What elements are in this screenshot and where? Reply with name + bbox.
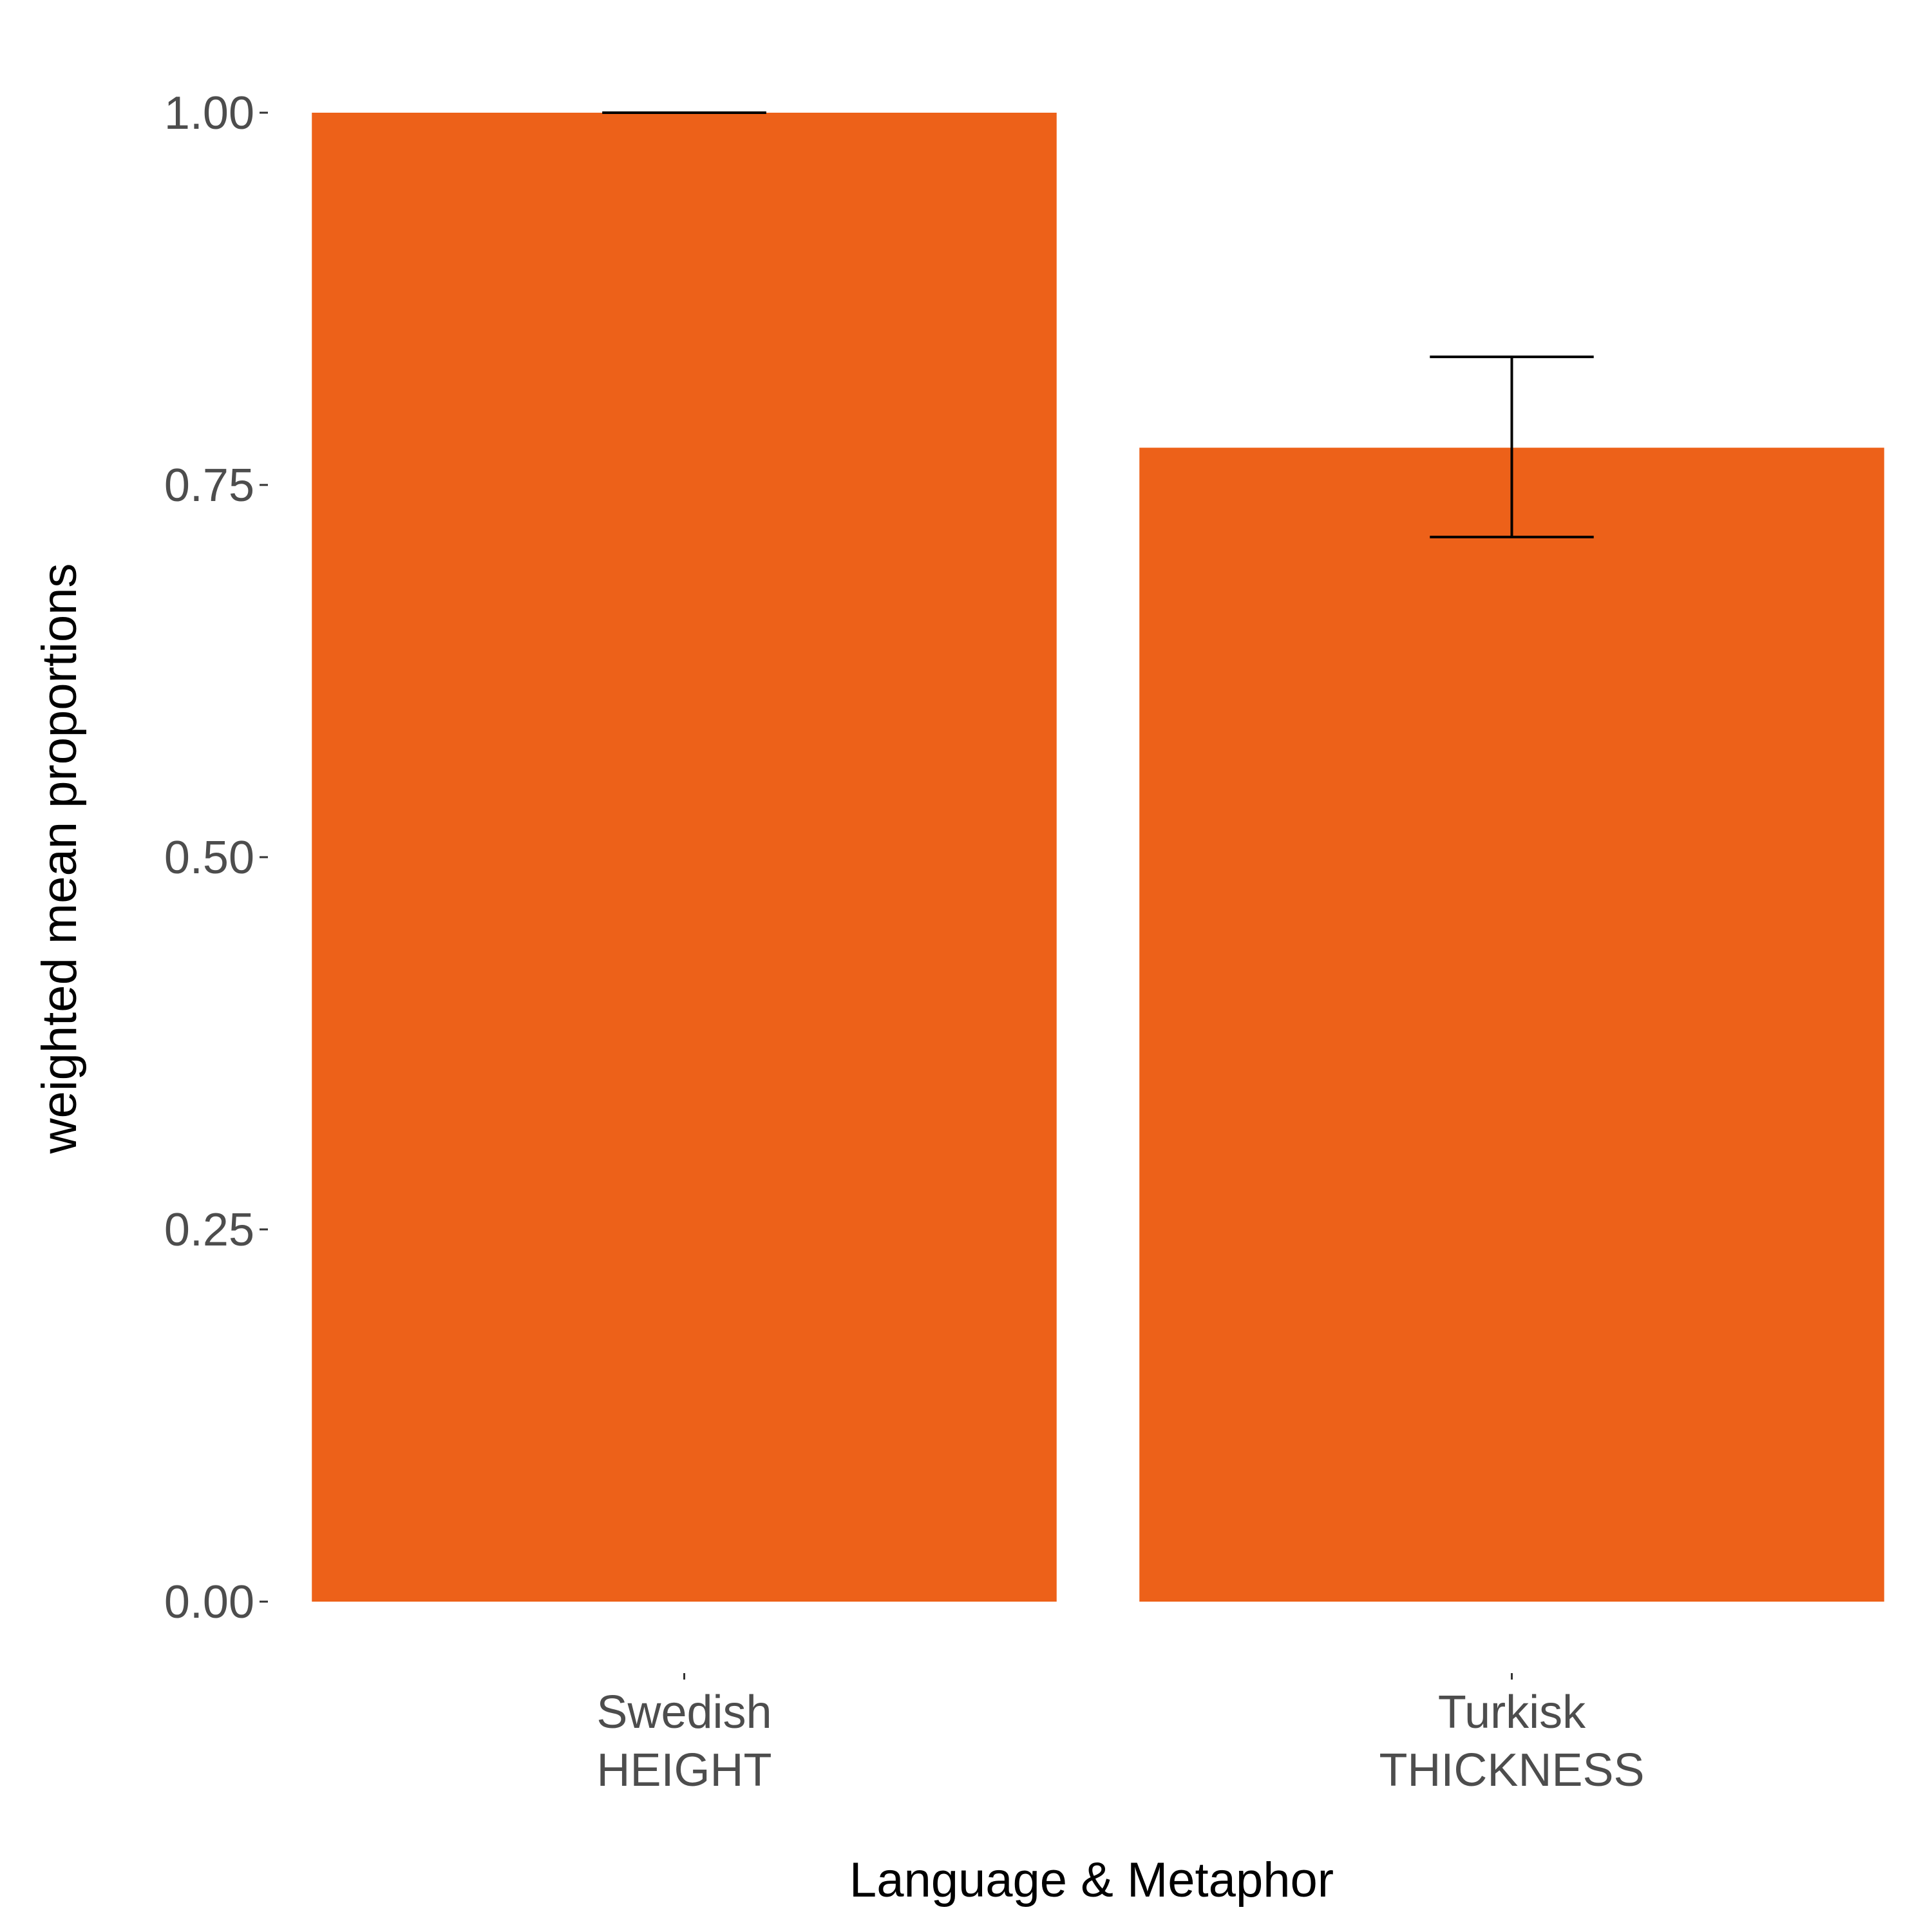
x-axis: Swedish HEIGHT Turkisk THICKNESS	[596, 1673, 1645, 1796]
x-axis-title: Language & Metaphor	[849, 1853, 1334, 1908]
x-tick-label-1-line1: Swedish	[596, 1687, 772, 1738]
y-axis: 0.00 0.25 0.50 0.75 1.00	[164, 88, 268, 1628]
bar-2	[1139, 448, 1884, 1602]
x-tick-label-1-line2: HEIGHT	[596, 1745, 772, 1796]
y-tick-label-2: 0.25	[164, 1204, 254, 1256]
x-tick-label-2-line1: Turkisk	[1438, 1687, 1586, 1738]
bars-layer	[312, 113, 1884, 1602]
y-tick-label-5: 1.00	[164, 88, 254, 139]
bar-1	[312, 113, 1057, 1602]
y-tick-label-1: 0.00	[164, 1577, 254, 1628]
error-bars-layer	[602, 111, 1594, 538]
y-tick-label-4: 0.75	[164, 460, 254, 511]
y-tick-label-3: 0.50	[164, 832, 254, 884]
x-tick-label-2-line2: THICKNESS	[1379, 1745, 1644, 1796]
y-axis-title: weighted mean proportions	[32, 564, 87, 1155]
